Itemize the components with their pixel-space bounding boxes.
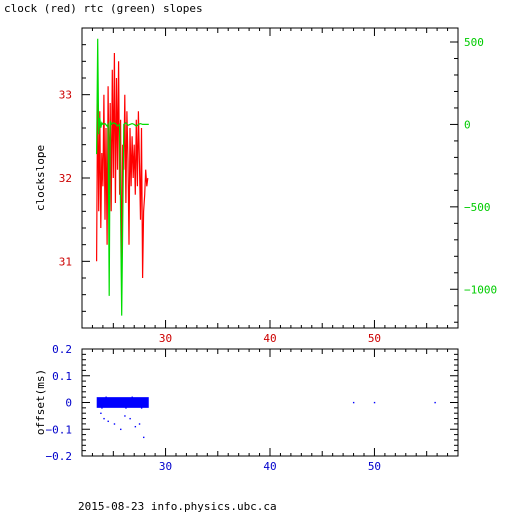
top-plot-frame <box>81 27 459 329</box>
y-tick-label-bottom: 0.2 <box>52 343 72 356</box>
bottom-y-axis: −0.2 −0.1 0 0.1 0.2 <box>46 343 458 463</box>
offset-point <box>143 436 145 439</box>
bottom-x-axis: 30 40 50 <box>81 349 459 473</box>
footer-credit: 2015-08-23 info.physics.ubc.ca <box>78 500 277 513</box>
x-tick-label-bottom: 50 <box>368 460 381 473</box>
top-y-axis-label: clockslope <box>34 145 47 211</box>
y-tick-label-right: 500 <box>464 36 484 49</box>
top-y-axis-right: −1000 −500 0 500 <box>450 36 497 323</box>
offset-point <box>146 401 148 404</box>
offset-point <box>131 396 133 398</box>
offset-point <box>125 407 127 409</box>
offset-point <box>129 417 131 420</box>
y-tick-label-bottom: −0.2 <box>46 450 73 463</box>
x-tick-label-bottom: 40 <box>263 460 276 473</box>
y-tick-label-right: −1000 <box>464 283 497 296</box>
offset-point <box>101 407 103 409</box>
y-tick-label-left: 33 <box>59 89 72 102</box>
offset-point <box>115 397 118 400</box>
offset-point <box>98 399 100 401</box>
x-tick-label-top: 50 <box>368 332 381 345</box>
offset-point <box>111 401 114 404</box>
offset-point <box>120 428 122 431</box>
offset-point <box>134 425 137 428</box>
y-tick-label-right: −500 <box>464 201 491 214</box>
offset-point <box>107 420 109 423</box>
y-tick-label-bottom: −0.1 <box>46 423 73 436</box>
offset-point <box>137 401 140 404</box>
bottom-plot: 30 40 50 −0.2 −0.1 0 0.1 0.2 offset(ms) <box>34 343 459 473</box>
offset-point <box>108 404 110 406</box>
offset-point <box>128 400 130 402</box>
offset-point <box>113 423 116 425</box>
top-series-group <box>96 38 149 316</box>
offset-point <box>119 405 121 408</box>
offset-dense-band <box>96 397 149 408</box>
y-tick-label-bottom: 0.1 <box>52 370 72 383</box>
offset-point <box>134 404 137 406</box>
y-tick-label-right: 0 <box>464 118 471 131</box>
offset-point <box>124 415 126 417</box>
chart-title: clock (red) rtc (green) slopes <box>4 2 203 15</box>
series-line-rtc <box>96 38 149 316</box>
offset-point <box>352 401 355 404</box>
y-tick-label-bottom: 0 <box>65 397 72 410</box>
x-tick-label-bottom: 30 <box>159 460 172 473</box>
offset-point <box>122 399 124 401</box>
offset-point <box>373 401 376 404</box>
offset-point <box>100 412 102 414</box>
x-tick-label-top: 40 <box>263 332 276 345</box>
y-tick-label-left: 32 <box>59 172 72 185</box>
offset-point <box>434 401 436 404</box>
offset-point <box>138 423 141 425</box>
offset-point <box>103 417 105 420</box>
top-x-axis: 30 40 50 <box>81 28 459 345</box>
offset-point <box>105 396 107 398</box>
top-plot: 30 40 50 31 32 33 −1000 −500 0 500 clockslope <box>34 27 497 345</box>
bottom-series-group <box>96 396 436 439</box>
offset-point <box>140 407 143 409</box>
top-y-axis-left: 31 32 33 <box>59 27 90 329</box>
offset-point <box>144 399 146 401</box>
x-tick-label-top: 30 <box>159 332 172 345</box>
bottom-y-axis-label: offset(ms) <box>34 369 47 435</box>
y-tick-label-left: 31 <box>59 255 72 268</box>
